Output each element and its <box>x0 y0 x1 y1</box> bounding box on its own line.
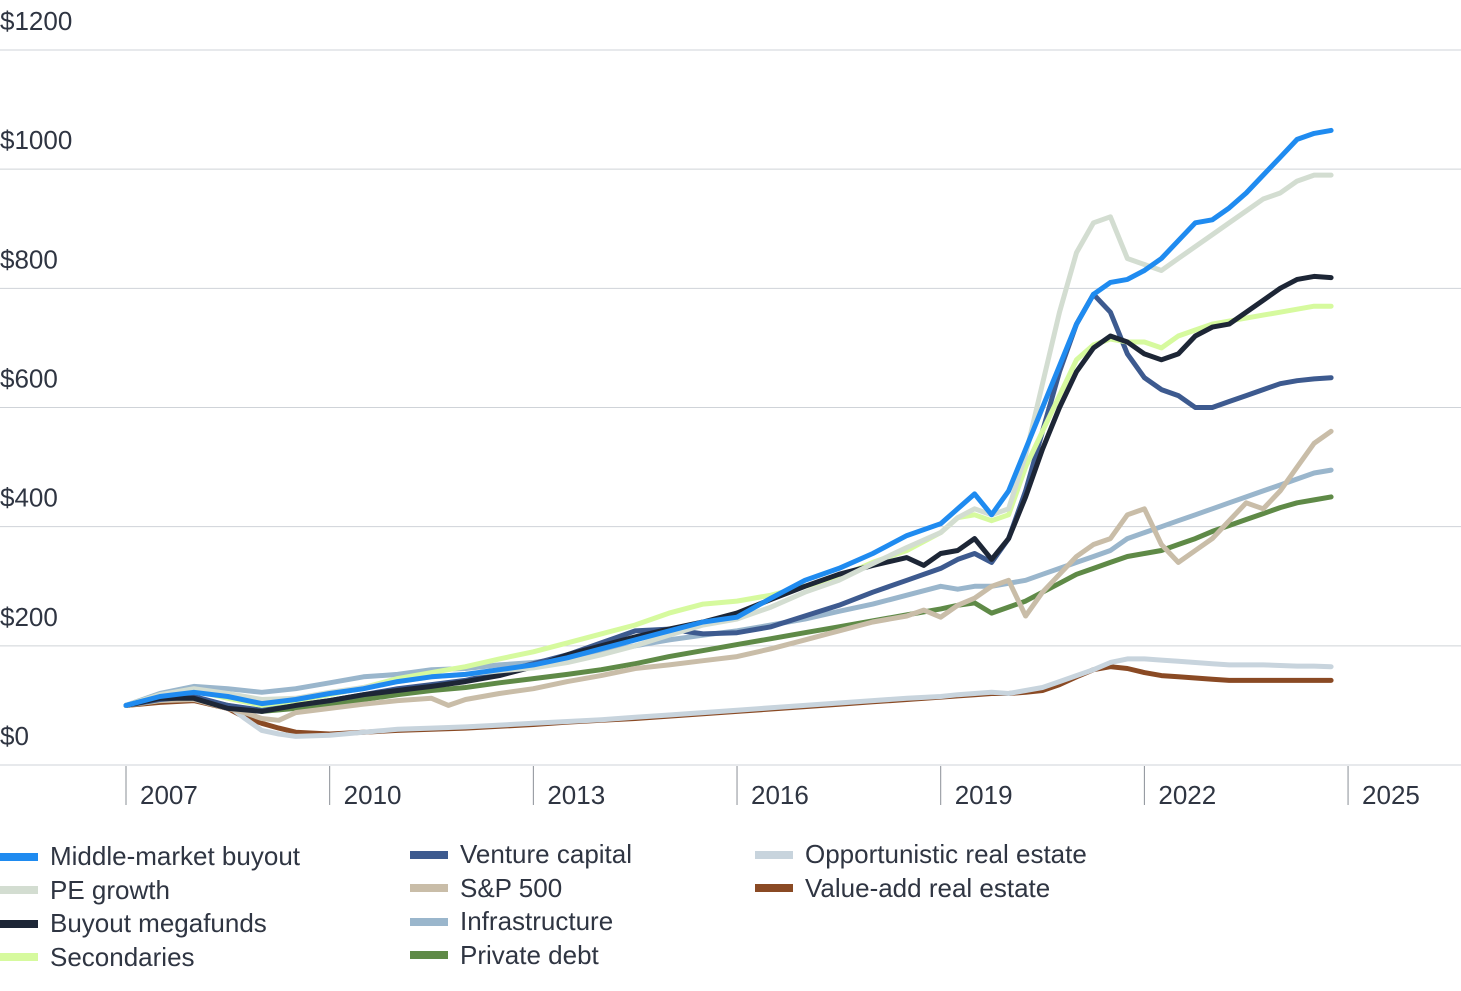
x-tick-label: 2025 <box>1362 780 1420 810</box>
legend-swatch <box>0 919 38 928</box>
legend-swatch <box>755 850 793 859</box>
legend-swatch <box>0 886 38 895</box>
legend-item-secondaries: Secondaries <box>0 941 300 975</box>
y-tick-label: $1200 <box>0 6 72 36</box>
legend: Middle-market buyout PE growth Buyout me… <box>0 838 1461 990</box>
legend-swatch <box>0 852 38 861</box>
legend-item-venture-capital: Venture capital <box>410 838 632 872</box>
x-tick-label: 2013 <box>547 780 605 810</box>
legend-label: PE growth <box>50 874 170 905</box>
x-tick-label: 2019 <box>955 780 1013 810</box>
y-tick-label: $600 <box>0 364 58 394</box>
y-axis-ticks: $0 $200 $400 $600 $800 $1000 $1200 <box>0 6 72 751</box>
legend-label: Secondaries <box>50 941 195 972</box>
legend-column-2: Venture capital S&P 500 Infrastructure P… <box>410 838 632 972</box>
series-line-s-p-500 <box>123 428 1334 723</box>
x-tick-label: 2007 <box>140 780 198 810</box>
y-tick-label: $400 <box>0 483 58 513</box>
legend-item-infrastructure: Infrastructure <box>410 905 632 939</box>
legend-label: Middle-market buyout <box>50 841 300 872</box>
legend-label: Buyout megafunds <box>50 908 267 939</box>
y-tick-label: $1000 <box>0 125 72 155</box>
x-tick-label: 2022 <box>1158 780 1216 810</box>
legend-item-pe-growth: PE growth <box>0 874 300 908</box>
legend-item-private-debt: Private debt <box>410 939 632 973</box>
gridlines <box>0 49 1461 766</box>
y-tick-label: $200 <box>0 602 58 632</box>
legend-swatch <box>0 953 38 962</box>
legend-column-1: Middle-market buyout PE growth Buyout me… <box>0 840 300 974</box>
series-line-infrastructure <box>123 467 1334 708</box>
legend-label: Opportunistic real estate <box>805 839 1087 870</box>
x-tick-label: 2010 <box>344 780 402 810</box>
legend-label: Value-add real estate <box>805 872 1051 903</box>
legend-swatch <box>410 850 448 859</box>
y-tick-label: $800 <box>0 244 58 274</box>
series-line-pe-growth <box>123 172 1334 708</box>
legend-item-buyout-megafunds: Buyout megafunds <box>0 907 300 941</box>
legend-item-opportunistic-real-estate: Opportunistic real estate <box>755 838 1087 872</box>
legend-item-value-add-real-estate: Value-add real estate <box>755 872 1087 906</box>
legend-label: Infrastructure <box>460 906 614 937</box>
legend-label: Venture capital <box>460 839 633 870</box>
y-tick-label: $0 <box>0 721 29 751</box>
legend-swatch <box>410 951 448 960</box>
legend-label: S&P 500 <box>460 872 563 903</box>
x-tick-label: 2016 <box>751 780 809 810</box>
legend-label: Private debt <box>460 939 599 970</box>
legend-swatch <box>410 884 448 893</box>
series-line-middle-market-buyout <box>123 127 1334 708</box>
series-line-buyout-megafunds <box>123 273 1334 714</box>
legend-swatch <box>410 917 448 926</box>
x-axis-ticks: 2007 2010 2013 2016 2019 2022 2025 <box>125 766 1420 810</box>
legend-column-3: Opportunistic real estate Value-add real… <box>755 838 1087 905</box>
legend-item-middle-market-buyout: Middle-market buyout <box>0 840 300 874</box>
series-lines <box>123 127 1334 739</box>
legend-item-sp-500: S&P 500 <box>410 872 632 906</box>
series-line-opportunistic-real-estate <box>123 656 1334 739</box>
legend-swatch <box>755 884 793 893</box>
